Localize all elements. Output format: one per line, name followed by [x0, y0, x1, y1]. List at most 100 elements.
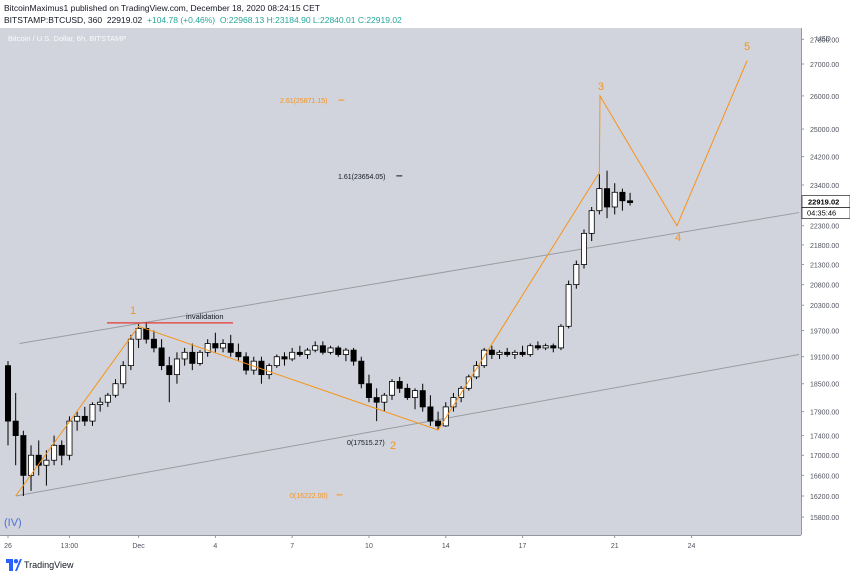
- bar-countdown-label: 04:35:46: [807, 209, 836, 218]
- price-tick-label: 16600.00: [810, 473, 839, 480]
- countdown-box: [801, 207, 850, 219]
- price-tick-label: 21800.00: [810, 243, 839, 250]
- candle-body: [527, 345, 534, 355]
- candle-body: [565, 284, 572, 327]
- price-chart[interactable]: Bitcoin / U.S. Dollar, 6h, BITSTAMP 15800…: [0, 28, 850, 553]
- time-axis-background: [0, 535, 801, 553]
- invalidation-label: invalidation: [186, 312, 224, 321]
- candle-body: [204, 343, 211, 353]
- chart-area[interactable]: Bitcoin / U.S. Dollar, 6h, BITSTAMP 15800…: [0, 28, 850, 553]
- fib-0-base-label: 0(16222.00): [290, 493, 328, 500]
- price-tick-label: 23400.00: [810, 183, 839, 190]
- candle-body: [396, 381, 403, 389]
- candle-body: [127, 338, 134, 367]
- price-tick-label: 20800.00: [810, 283, 839, 290]
- ohlc-values: O:22968.13 H:23184.90 L:22840.01 C:22919…: [219, 15, 402, 25]
- tradingview-brand: TradingView: [24, 560, 74, 570]
- candle-body: [404, 387, 411, 398]
- candle-body: [419, 390, 426, 408]
- symbol-ohlc-row: BITSTAMP:BTCUSD, 360 22919.02 +104.78 (+…: [4, 15, 402, 25]
- elliott-wave-projection[interactable]: [15, 60, 748, 497]
- candle-body: [373, 397, 380, 403]
- wave-label-3: 3: [598, 81, 604, 93]
- tradingview-logo-icon: [6, 559, 22, 571]
- candle-body: [465, 376, 472, 389]
- channel-upper-line[interactable]: [19, 212, 800, 345]
- candle-body: [51, 444, 58, 461]
- wave-label-iv: (IV): [4, 517, 22, 529]
- candle-body: [342, 349, 349, 355]
- candle-body: [358, 360, 365, 385]
- time-tick-label: 4: [213, 543, 217, 550]
- time-tick-label: 7: [290, 543, 294, 550]
- time-tick-label: 17: [519, 543, 527, 550]
- candle-body: [120, 365, 127, 385]
- candle-body: [5, 365, 11, 422]
- candle-body: [435, 420, 442, 427]
- last-price: 22919.02: [106, 15, 143, 25]
- candle-body: [581, 232, 588, 265]
- chart-header: BitcoinMaximus1 published on TradingView…: [0, 0, 850, 28]
- candle-body: [319, 345, 326, 353]
- fib-261-label: 2.61(25871.15): [280, 98, 327, 105]
- candle-body: [488, 349, 495, 355]
- price-tick-label: 17000.00: [810, 453, 839, 460]
- price-tick-label: 17900.00: [810, 410, 839, 417]
- candle-body: [181, 351, 188, 360]
- candle-body: [189, 351, 196, 364]
- candle-body: [511, 351, 518, 355]
- candle-body: [596, 188, 603, 212]
- candle-body: [12, 420, 19, 436]
- candle-body: [412, 390, 419, 398]
- candle-body: [442, 406, 449, 427]
- wave-label-5: 5: [744, 41, 750, 53]
- price-change: +104.78 (+0.46%): [147, 15, 216, 25]
- candle-body: [619, 191, 626, 202]
- channel-lower-line[interactable]: [15, 354, 800, 497]
- candle-body: [427, 406, 434, 422]
- candle-body: [235, 351, 242, 358]
- candle-body: [273, 356, 280, 367]
- candle-body: [550, 345, 557, 349]
- candle-body: [158, 347, 165, 367]
- chart-title: Bitcoin / U.S. Dollar, 6h, BITSTAMP: [8, 34, 126, 43]
- fib-161-label: 1.61(23654.05): [338, 174, 385, 181]
- price-tick-label: 21300.00: [810, 263, 839, 270]
- candle-body: [281, 356, 288, 360]
- price-tick-label: 18500.00: [810, 382, 839, 389]
- candle-body: [166, 365, 173, 376]
- wave-label-1: 1: [130, 305, 136, 317]
- candle-body: [519, 351, 526, 355]
- candle-body: [304, 349, 311, 355]
- time-tick-label: 21: [611, 543, 619, 550]
- candle-body: [66, 420, 73, 456]
- candle-body: [227, 343, 234, 353]
- candle-body: [104, 394, 111, 403]
- price-tick-label: 15800.00: [810, 515, 839, 522]
- plot-background: [0, 28, 801, 535]
- candle-body: [289, 351, 296, 360]
- fib-0-swing-label: 0(17515.27): [347, 440, 385, 447]
- candle-body: [350, 349, 357, 362]
- candle-body: [542, 345, 549, 349]
- price-tick-label: 25000.00: [810, 127, 839, 134]
- price-tick-label: 26000.00: [810, 94, 839, 101]
- price-tick-label: 16200.00: [810, 494, 839, 501]
- candle-body: [496, 351, 503, 355]
- symbol-label[interactable]: BITSTAMP:BTCUSD, 360: [4, 15, 103, 25]
- price-tick-label: 24200.00: [810, 155, 839, 162]
- candle-body: [557, 325, 564, 349]
- candle-body: [327, 347, 334, 353]
- price-tick-label: 19700.00: [810, 329, 839, 336]
- candle-body: [296, 351, 303, 355]
- candle-body: [43, 459, 50, 466]
- time-tick-label: 13:00: [61, 543, 79, 550]
- time-tick-label: Dec: [132, 543, 145, 550]
- candle-body: [604, 188, 611, 208]
- time-tick-label: 10: [365, 543, 373, 550]
- candle-body: [150, 338, 157, 349]
- candle-body: [504, 351, 511, 355]
- price-axis-background: [801, 28, 850, 553]
- candle-body: [312, 345, 319, 351]
- candle-body: [627, 200, 634, 203]
